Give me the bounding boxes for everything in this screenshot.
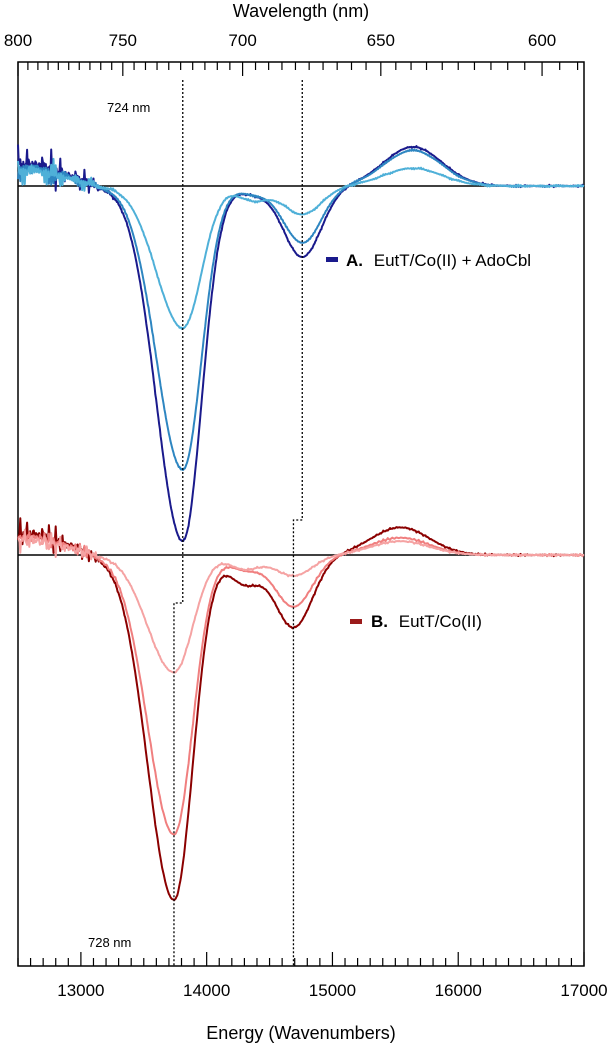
bottom-tick-label: 17000: [560, 981, 607, 1000]
legend-b-swatch: [350, 619, 362, 624]
series-b-3: [17, 528, 585, 674]
series-b-2: [17, 531, 585, 836]
top-tick-label: 600: [528, 31, 556, 50]
bottom-tick-label: 14000: [183, 981, 230, 1000]
legend-a-swatch: [326, 257, 338, 262]
series-layer: [17, 144, 585, 902]
top-tick-label: 650: [367, 31, 395, 50]
top-tick-label: 700: [228, 31, 256, 50]
top-axis-title: Wavelength (nm): [233, 1, 369, 21]
legend-b: B. EutT/Co(II): [350, 612, 482, 631]
guide-line-main-band: [173, 80, 184, 966]
series-b-1: [17, 517, 585, 902]
series-a-2: [17, 148, 585, 471]
annotation-724nm: 724 nm: [107, 100, 150, 115]
series-a-1: [17, 144, 585, 542]
legend-a-key: A.: [346, 251, 363, 270]
bottom-tick-label: 16000: [435, 981, 482, 1000]
legend-a-label: EutT/Co(II) + AdoCbl: [374, 251, 531, 270]
bottom-tick-label: 13000: [57, 981, 104, 1000]
top-tick-label: 800: [4, 31, 32, 50]
bottom-axis: 13000 14000 15000 16000 17000: [17, 952, 608, 1000]
bottom-tick-label: 15000: [309, 981, 356, 1000]
legend-a: A. EutT/Co(II) + AdoCbl: [326, 251, 531, 270]
legend-b-key: B.: [371, 612, 388, 631]
top-axis: 800 750 700 650 600: [4, 31, 579, 76]
peak-guide-lines: [173, 80, 303, 966]
svg-text:A. EutT/Co(II) + AdoCbl: A. EutT/Co(II) + AdoCbl: [346, 251, 531, 270]
bottom-axis-title: Energy (Wavenumbers): [206, 1023, 395, 1043]
guide-line-secondary-band: [292, 80, 303, 966]
top-tick-label: 750: [109, 31, 137, 50]
svg-text:B. EutT/Co(II): B. EutT/Co(II): [371, 612, 482, 631]
annotation-728nm: 728 nm: [88, 935, 131, 950]
legend-b-label: EutT/Co(II): [399, 612, 482, 631]
plot-frame: [17, 61, 585, 967]
series-a-3: [17, 157, 585, 330]
